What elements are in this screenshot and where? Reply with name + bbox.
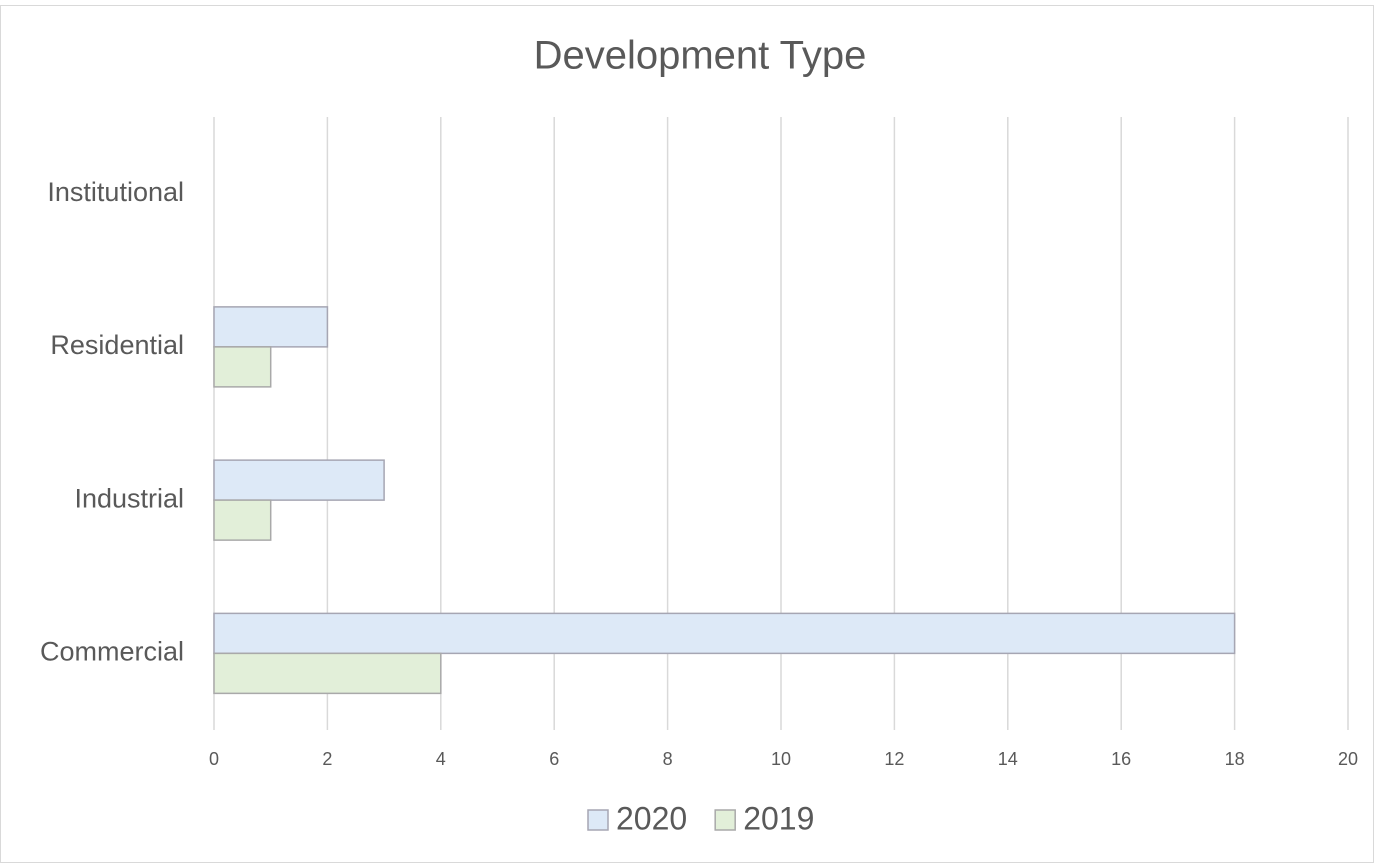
x-tick-label: 14 (998, 749, 1018, 769)
x-tick-label: 6 (549, 749, 559, 769)
x-tick-label: 20 (1338, 749, 1358, 769)
bar (213, 612, 1236, 655)
chart-frame (0, 5, 1374, 863)
legend-swatch (714, 809, 736, 831)
x-tick-label: 8 (663, 749, 673, 769)
bar (213, 346, 272, 388)
y-tick-label: Residential (50, 330, 184, 360)
x-tick-label: 18 (1225, 749, 1245, 769)
x-tick-label: 4 (436, 749, 446, 769)
x-tick-label: 0 (209, 749, 219, 769)
y-tick-label: Industrial (74, 483, 184, 513)
bar (213, 652, 442, 695)
x-tick-label: 16 (1111, 749, 1131, 769)
x-tick-label: 12 (884, 749, 904, 769)
legend-label: 2020 (616, 800, 687, 836)
y-tick-label: Commercial (40, 637, 184, 667)
legend-label: 2019 (743, 800, 814, 836)
legend-swatch (587, 809, 609, 831)
bar (213, 306, 329, 348)
bar (213, 459, 385, 501)
y-tick-label: Institutional (47, 177, 184, 207)
bar (213, 499, 272, 541)
x-tick-label: 2 (322, 749, 332, 769)
x-tick-label: 10 (771, 749, 791, 769)
chart-title: Development Type (534, 34, 867, 78)
